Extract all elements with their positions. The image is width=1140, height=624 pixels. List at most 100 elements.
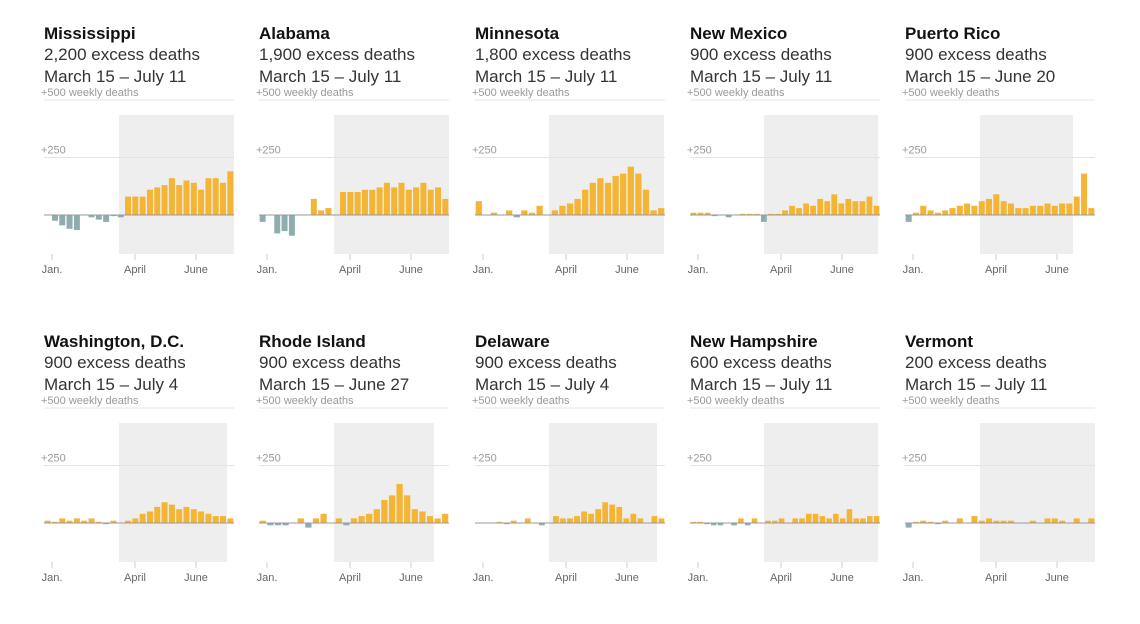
bar — [582, 189, 589, 215]
bar — [635, 173, 642, 215]
bar — [612, 175, 619, 215]
weekly-deaths-chart: +500 weekly deaths +250 Jan. April June — [472, 87, 665, 276]
bar — [398, 182, 405, 215]
x-tick-label: Jan. — [688, 572, 709, 584]
bar — [305, 523, 312, 528]
panel-puerto-rico: Puerto Rico 900 excess deaths March 15 –… — [902, 24, 1105, 316]
bar — [859, 201, 866, 215]
bar — [176, 509, 183, 523]
bar — [792, 518, 798, 523]
bar — [630, 513, 637, 523]
panel-delaware: Delaware 900 excess deaths March 15 – Ju… — [472, 332, 675, 624]
bar — [1051, 205, 1058, 215]
bar — [59, 215, 66, 226]
y-tick-label: +250 — [687, 145, 712, 157]
bar — [198, 189, 205, 215]
bar — [602, 502, 609, 523]
excess-deaths: 900 excess deaths — [905, 45, 1047, 64]
bar — [51, 215, 58, 221]
bar — [651, 516, 658, 523]
x-tick-label: June — [184, 572, 208, 584]
bar — [335, 518, 342, 523]
y-tick-label: +250 — [902, 453, 927, 465]
date-range: March 15 – July 11 — [259, 67, 402, 86]
bar — [725, 215, 732, 218]
y-tick-label: +500 weekly deaths — [41, 395, 139, 407]
x-tick-label: Jan. — [903, 572, 924, 584]
bar — [103, 523, 110, 525]
state-name: Rhode Island — [259, 332, 366, 351]
bar — [761, 215, 767, 222]
date-range: March 15 – July 11 — [690, 67, 833, 86]
bar — [282, 523, 289, 526]
bar — [860, 518, 866, 523]
x-tick-label: April — [339, 264, 361, 276]
bar — [956, 518, 963, 523]
y-tick-label: +250 — [472, 145, 497, 157]
bar — [88, 215, 95, 218]
bar — [567, 518, 573, 523]
bar — [560, 518, 566, 523]
state-name: Vermont — [905, 332, 974, 351]
period-shade — [549, 423, 657, 562]
x-tick-label: Jan. — [903, 264, 924, 276]
bar — [366, 513, 373, 523]
bar — [942, 520, 949, 523]
bar — [853, 518, 860, 523]
bar — [604, 182, 612, 215]
bar — [1088, 518, 1095, 523]
state-name: New Hampshire — [690, 332, 818, 351]
excess-deaths: 2,200 excess deaths — [44, 45, 200, 64]
bar — [971, 516, 978, 523]
bar — [267, 523, 274, 526]
bar — [205, 178, 212, 215]
bar — [839, 518, 846, 523]
y-tick-label: +500 weekly deaths — [902, 87, 1000, 99]
weekly-deaths-chart: +500 weekly deaths +250 Jan. April June — [472, 395, 665, 584]
bar — [1044, 203, 1051, 215]
y-tick-label: +250 — [41, 145, 66, 157]
y-tick-label: +500 weekly deaths — [472, 395, 570, 407]
x-tick-label: April — [770, 264, 792, 276]
excess-deaths: 1,900 excess deaths — [259, 45, 415, 64]
bar — [183, 180, 190, 215]
bar — [503, 523, 510, 525]
bar — [805, 513, 812, 523]
bar — [597, 178, 604, 215]
bar — [117, 215, 124, 218]
bar — [154, 506, 161, 523]
bar — [934, 523, 941, 525]
bar — [1029, 205, 1036, 215]
x-tick-label: Jan. — [257, 264, 278, 276]
bar — [506, 210, 513, 215]
bar — [132, 518, 139, 523]
bar — [95, 521, 102, 523]
bar — [753, 213, 760, 215]
bar — [782, 210, 788, 215]
bar — [765, 520, 771, 523]
bar — [912, 521, 919, 523]
bar — [73, 518, 80, 523]
y-tick-label: +500 weekly deaths — [687, 87, 785, 99]
bar — [978, 201, 985, 215]
date-range: March 15 – July 4 — [44, 375, 179, 394]
bar — [190, 509, 197, 523]
bar — [297, 518, 304, 523]
panel-new-hampshire: New Hampshire 600 excess deaths March 15… — [687, 332, 890, 624]
bar — [772, 520, 778, 523]
bar — [396, 483, 403, 523]
bar — [803, 203, 809, 215]
x-tick-label: Jan. — [473, 572, 494, 584]
bar — [920, 205, 927, 215]
bar — [383, 182, 390, 215]
bar — [751, 518, 758, 523]
state-name: Washington, D.C. — [44, 332, 185, 351]
date-range: March 15 – June 27 — [259, 375, 410, 394]
period-shade — [980, 115, 1073, 254]
bar — [44, 520, 51, 523]
y-tick-label: +500 weekly deaths — [41, 87, 139, 99]
bar — [744, 523, 751, 526]
bar — [212, 516, 219, 523]
bar — [637, 518, 644, 523]
bar — [768, 213, 774, 215]
